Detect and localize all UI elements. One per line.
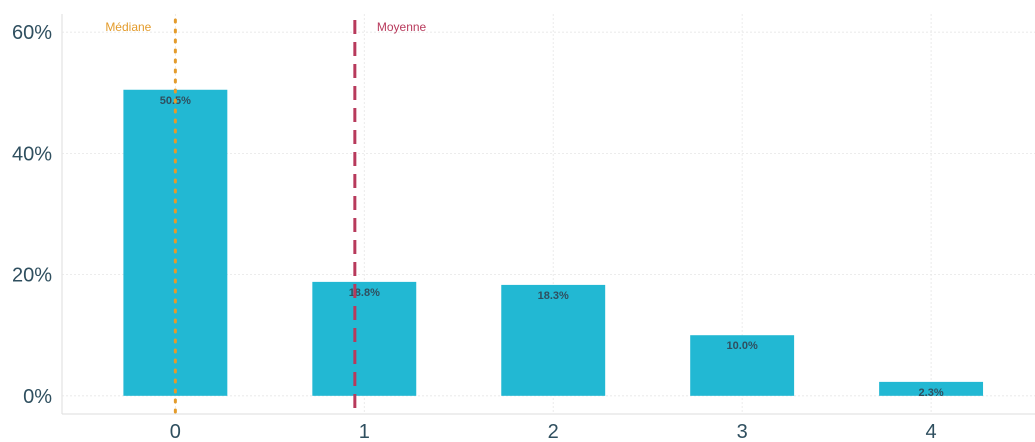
x-tick-label-2: 2 [548, 421, 559, 442]
bar-label-3: 10.0% [727, 340, 758, 352]
y-tick-label-0: 0% [23, 386, 52, 408]
bar-label-1: 18.8% [349, 287, 380, 299]
bar-3 [690, 335, 795, 396]
bar-2 [501, 284, 606, 396]
reference-lines: Médiane Moyenne [105, 18, 427, 416]
bar-label-4: 2.3% [919, 387, 944, 399]
mean-label: Moyenne [377, 20, 427, 34]
bar-label-2: 18.3% [538, 290, 569, 302]
y-tick-label-1: 20% [12, 265, 52, 287]
y-tick-label-3: 60% [12, 22, 52, 44]
bars: 50.5%18.8%18.3%10.0%2.3% [123, 89, 984, 399]
bar-1 [312, 281, 417, 396]
x-tick-label-4: 4 [926, 421, 937, 442]
median-label: Médiane [105, 20, 151, 34]
y-tick-label-2: 40% [12, 143, 52, 165]
x-tick-label-3: 3 [737, 421, 748, 442]
x-tick-label-0: 0 [170, 421, 181, 442]
x-tick-labels: 0 1 2 3 4 [170, 421, 937, 442]
y-tick-labels: 0% 20% 40% 60% [12, 22, 52, 408]
bar-4 [879, 381, 984, 396]
x-tick-label-1: 1 [359, 421, 370, 442]
